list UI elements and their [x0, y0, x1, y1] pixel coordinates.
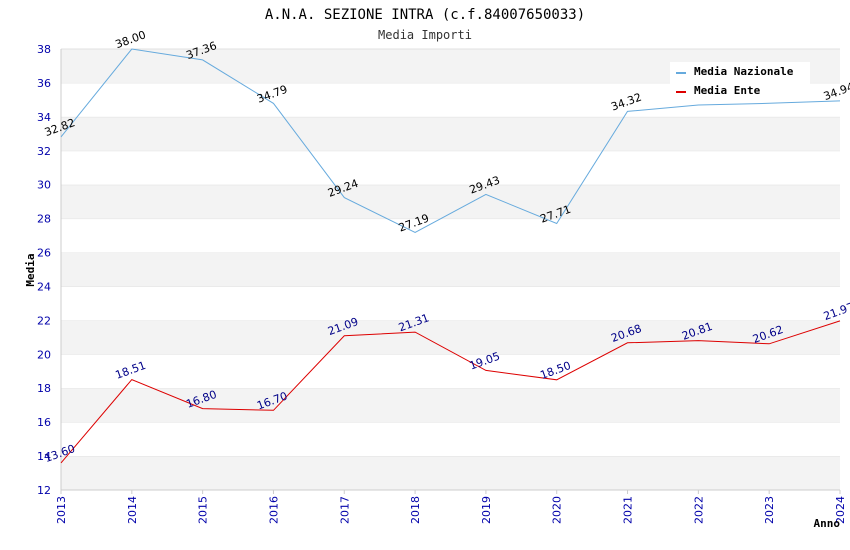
- y-tick-label: 38: [37, 43, 51, 56]
- y-axis-label: Media: [24, 253, 37, 286]
- y-tick-label: 22: [37, 314, 51, 327]
- grid-bands: [61, 48, 840, 490]
- grid-band: [61, 116, 840, 151]
- chart-title: A.N.A. SEZIONE INTRA (c.f.84007650033): [265, 7, 585, 23]
- x-tick-label: 2017: [338, 496, 351, 524]
- y-tick-label: 12: [37, 484, 51, 497]
- legend-label: Media Nazionale: [694, 65, 794, 78]
- x-tick-label: 2016: [267, 496, 280, 524]
- y-tick-label: 24: [37, 280, 51, 293]
- grid-band: [61, 388, 840, 423]
- axes: [60, 49, 840, 491]
- x-tick-label: 2023: [763, 496, 776, 524]
- x-tick-label: 2019: [480, 496, 493, 524]
- x-tick-label: 2013: [55, 496, 68, 524]
- grid-band: [61, 456, 840, 490]
- series-lines: [60, 48, 841, 464]
- y-tick-label: 18: [37, 382, 51, 395]
- y-tick-label: 34: [37, 111, 51, 124]
- grid-band: [61, 354, 840, 389]
- series-line-media-nazionale: [60, 48, 841, 233]
- x-tick-label: 2015: [197, 496, 210, 524]
- chart-subtitle: Media Importi: [378, 28, 472, 42]
- x-tick-label: 2021: [622, 496, 635, 524]
- x-tick-label: 2020: [551, 496, 564, 524]
- y-tick-labels: 12 14 16 18 20 22 24 26 28 30 32 34 36 38: [37, 43, 51, 497]
- x-tick-label: 2014: [126, 496, 139, 524]
- y-tick-label: 30: [37, 179, 51, 192]
- grid-band: [61, 320, 840, 355]
- legend-label: Media Ente: [694, 84, 761, 97]
- legend-box: [670, 62, 810, 100]
- x-tick-labels: 2013 2014 2015 2016 2017 2018 2019 2020 2021 2022…: [55, 490, 847, 524]
- grid-band: [61, 150, 840, 185]
- y-tick-label: 26: [37, 247, 51, 260]
- x-tick-label: 2024: [834, 496, 847, 524]
- y-tick-label: 20: [37, 348, 51, 361]
- grid-band: [61, 286, 840, 321]
- grid-band: [61, 252, 840, 287]
- grid-band: [61, 218, 840, 253]
- x-tick-label: 2022: [692, 496, 705, 524]
- legend: Media Nazionale Media Ente: [670, 62, 810, 100]
- y-tick-label: 36: [37, 77, 51, 90]
- y-tick-label: 28: [37, 213, 51, 226]
- x-tick-label: 2018: [409, 496, 422, 524]
- data-label: 38.00: [114, 28, 148, 51]
- x-axis-label: Anno: [814, 517, 841, 530]
- y-tick-label: 16: [37, 416, 51, 429]
- grid-band: [61, 422, 840, 457]
- y-tick-label: 32: [37, 145, 51, 158]
- series-line-media-ente: [60, 320, 841, 464]
- y-tick-label: 14: [37, 450, 51, 463]
